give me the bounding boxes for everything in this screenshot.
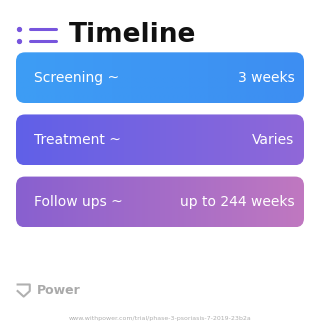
Text: up to 244 weeks: up to 244 weeks — [180, 195, 294, 209]
Text: Power: Power — [37, 284, 81, 297]
Text: Treatment ~: Treatment ~ — [34, 133, 120, 147]
Text: Follow ups ~: Follow ups ~ — [34, 195, 122, 209]
Text: www.withpower.com/trial/phase-3-psoriasis-7-2019-23b2a: www.withpower.com/trial/phase-3-psoriasi… — [68, 316, 252, 321]
Text: Timeline: Timeline — [69, 22, 196, 48]
Text: Varies: Varies — [252, 133, 294, 147]
Text: 3 weeks: 3 weeks — [238, 71, 294, 85]
Text: Screening ~: Screening ~ — [34, 71, 119, 85]
